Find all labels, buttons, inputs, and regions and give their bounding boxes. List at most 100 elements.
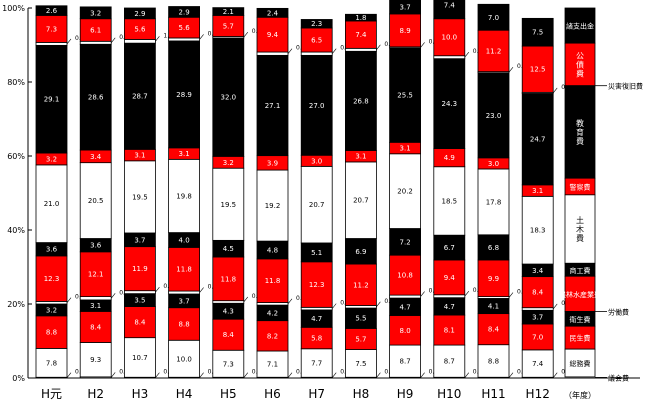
data-label: 4.5 bbox=[223, 245, 234, 253]
bar-segment bbox=[168, 158, 201, 233]
bar-segment bbox=[212, 7, 245, 16]
data-label: 8.1 bbox=[444, 327, 455, 335]
bar-segment bbox=[79, 40, 112, 45]
bar-segment bbox=[168, 37, 201, 42]
leader-line bbox=[243, 296, 249, 303]
data-label: 3.7 bbox=[134, 236, 145, 244]
data-label: 5.6 bbox=[134, 26, 146, 34]
bar-segment bbox=[433, 166, 466, 236]
data-label: 27.0 bbox=[309, 102, 325, 110]
data-label: 7.4 bbox=[532, 360, 544, 368]
bar-segment bbox=[79, 6, 112, 20]
leader-line bbox=[243, 32, 249, 38]
callout-label: 労働費 bbox=[608, 307, 629, 316]
data-label: 18.3 bbox=[530, 227, 546, 235]
data-label: 24.3 bbox=[442, 100, 458, 108]
data-label: 5.5 bbox=[355, 315, 366, 323]
leader-line bbox=[155, 36, 160, 42]
data-label: 9.4 bbox=[444, 274, 456, 282]
data-label: 8.8 bbox=[46, 329, 57, 337]
data-label: 3.1 bbox=[400, 145, 411, 153]
x-category-label: H10 bbox=[437, 387, 461, 401]
data-label: 2.3 bbox=[311, 20, 322, 28]
data-label: 4.9 bbox=[444, 154, 455, 162]
data-label: 12.3 bbox=[309, 281, 325, 289]
leader-line bbox=[199, 372, 204, 378]
data-label: 12.5 bbox=[530, 66, 546, 74]
data-label: 3.7 bbox=[532, 314, 543, 322]
legend-swatch bbox=[564, 348, 596, 378]
x-category-label: H8 bbox=[353, 387, 370, 401]
bar-segment bbox=[344, 13, 377, 22]
data-label: 8.7 bbox=[444, 358, 455, 366]
bar-segment bbox=[124, 42, 156, 150]
bar-segment bbox=[256, 350, 289, 378]
data-label: 32.0 bbox=[221, 94, 237, 102]
data-label: 3.6 bbox=[90, 242, 102, 250]
legend-label: 商工費 bbox=[570, 266, 591, 275]
bar-segment bbox=[477, 344, 510, 378]
data-label: 23.0 bbox=[486, 112, 502, 120]
data-label: 27.1 bbox=[265, 102, 281, 110]
data-label: 19.5 bbox=[221, 201, 237, 209]
data-label: 3.1 bbox=[90, 302, 101, 310]
data-label: 1.8 bbox=[355, 14, 366, 22]
legend-label: 費 bbox=[576, 136, 584, 146]
data-label: 7.0 bbox=[532, 333, 543, 341]
data-label: 3.2 bbox=[223, 159, 234, 167]
data-label: 2.4 bbox=[267, 9, 279, 17]
bar-segment bbox=[300, 165, 333, 244]
data-label: 2.1 bbox=[223, 8, 234, 16]
data-label: 7.2 bbox=[400, 238, 411, 246]
bar-segment bbox=[124, 7, 156, 20]
leader-line bbox=[464, 291, 470, 297]
x-category-label: H11 bbox=[481, 387, 505, 401]
data-label: 4.0 bbox=[179, 236, 190, 244]
bar-segment bbox=[389, 294, 422, 299]
data-label: 20.7 bbox=[309, 201, 325, 209]
bar-segment bbox=[256, 16, 289, 53]
leader-line bbox=[155, 286, 160, 293]
data-label: 7.3 bbox=[46, 25, 57, 33]
leader-line bbox=[420, 291, 425, 297]
data-label: 7.4 bbox=[355, 31, 367, 39]
data-label: 3.6 bbox=[46, 246, 58, 254]
legend-label: 費 bbox=[576, 233, 584, 243]
bar-segment bbox=[79, 251, 112, 298]
bar-segment bbox=[521, 323, 554, 351]
bar-segment bbox=[212, 37, 245, 157]
y-tick-label: 100% bbox=[2, 4, 25, 13]
data-label: 11.2 bbox=[353, 281, 369, 289]
bar-segment bbox=[477, 168, 510, 236]
leader-line bbox=[420, 42, 425, 48]
bar-segment bbox=[433, 55, 466, 60]
bar-segment bbox=[521, 17, 554, 47]
y-tick-label: 80% bbox=[7, 78, 25, 87]
x-category-label: H5 bbox=[220, 387, 237, 401]
bar-segment bbox=[433, 234, 466, 261]
bar-segment bbox=[35, 14, 68, 43]
bar-segment bbox=[433, 294, 466, 299]
data-label: 9.4 bbox=[267, 31, 279, 39]
data-label: 7.0 bbox=[488, 14, 499, 22]
data-label: 5.6 bbox=[179, 24, 191, 32]
leader-line bbox=[110, 293, 116, 299]
bar-segment bbox=[168, 290, 201, 295]
bar-segment bbox=[521, 349, 554, 378]
data-label: 7.4 bbox=[444, 2, 456, 10]
bar-segment bbox=[35, 44, 68, 154]
data-label: 7.5 bbox=[355, 360, 366, 368]
leader-line bbox=[287, 48, 293, 54]
leader-line bbox=[66, 38, 72, 45]
leader-line bbox=[331, 303, 337, 309]
bar-segment bbox=[344, 238, 377, 265]
bar-segment bbox=[212, 256, 245, 302]
data-label: 26.8 bbox=[353, 97, 369, 105]
data-label: 21.0 bbox=[44, 200, 60, 208]
leader-line bbox=[552, 303, 558, 310]
data-label: 3.1 bbox=[532, 187, 543, 195]
legend-label: 木 bbox=[576, 224, 584, 234]
bar-segment bbox=[256, 258, 289, 303]
bar-segment bbox=[168, 246, 201, 292]
